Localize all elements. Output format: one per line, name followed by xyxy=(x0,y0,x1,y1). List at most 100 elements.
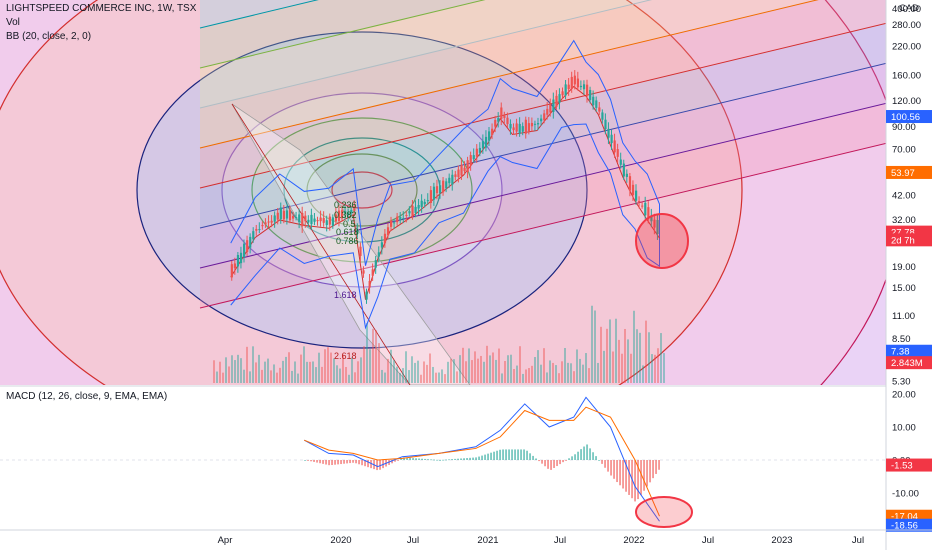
macd-hist-bar xyxy=(628,460,630,495)
volume-bar xyxy=(327,347,329,383)
candle-body xyxy=(604,119,607,130)
price-tick-label: 400.00 xyxy=(892,4,921,15)
volume-bar xyxy=(315,367,317,383)
candle-body xyxy=(521,126,524,132)
volume-bar xyxy=(513,368,515,383)
volume-bar xyxy=(447,361,449,383)
candle-body xyxy=(616,149,619,157)
candle-body xyxy=(567,84,570,89)
macd-hist-bar xyxy=(580,449,582,460)
macd-hist-bar xyxy=(505,449,507,460)
fib-channel-band xyxy=(200,63,886,268)
fib-level-label: 0.786 xyxy=(336,236,359,246)
macd-tags: -1.53 -17.04-18.56 xyxy=(886,458,932,532)
volume-bar xyxy=(354,372,356,383)
macd-hist-bar xyxy=(433,459,435,461)
bb-label[interactable]: BB (20, close, 2, 0) xyxy=(6,31,92,42)
candle-body xyxy=(439,185,442,194)
candle-body xyxy=(555,95,558,107)
volume-bar xyxy=(279,367,281,383)
macd-hist-bar xyxy=(421,458,423,460)
volume-bar xyxy=(582,364,584,383)
macd-hist-bar xyxy=(412,458,414,460)
macd-hist-bar xyxy=(619,460,621,486)
volume-bar xyxy=(231,355,233,383)
volume-bar xyxy=(540,364,542,383)
volume-bar xyxy=(462,347,464,383)
volume-bar xyxy=(240,358,242,383)
fib-channel-line xyxy=(199,0,819,149)
macd-hist-bar xyxy=(397,460,399,461)
macd-hist-bar xyxy=(571,456,573,460)
volume-bar xyxy=(393,360,395,383)
volume-bar xyxy=(375,330,377,383)
candle-body xyxy=(607,128,610,138)
candle-body xyxy=(466,160,469,172)
symbol-title[interactable]: LIGHTSPEED COMMERCE INC, 1W, TSX xyxy=(6,3,197,14)
volume-bar xyxy=(435,372,437,383)
signal-line xyxy=(304,406,660,517)
macd-hist-bar xyxy=(481,455,483,460)
macd-hist-bar xyxy=(316,460,318,463)
volume-bar xyxy=(408,370,410,383)
volume-bar xyxy=(429,353,431,383)
price-tag xyxy=(886,233,932,247)
macd-hist-bar xyxy=(364,460,366,467)
macd-hist-bar xyxy=(403,457,405,460)
macd-hist-bar xyxy=(541,460,543,464)
macd-hist-bar xyxy=(655,460,657,474)
price-tick-label: 120.00 xyxy=(892,96,921,107)
price-tick-label: 220.00 xyxy=(892,42,921,53)
macd-label[interactable]: MACD (12, 26, close, 9, EMA, EMA) xyxy=(6,391,168,402)
candle-body xyxy=(368,280,371,288)
candle-body xyxy=(273,215,276,222)
candle-body xyxy=(267,221,270,223)
macd-hist-bar xyxy=(598,460,600,461)
candle-body xyxy=(325,220,328,226)
fib-channel-band xyxy=(200,23,886,228)
price-tick-label: 8.50 xyxy=(892,334,911,345)
macd-hist-bar xyxy=(517,449,519,460)
candle-body xyxy=(561,91,564,96)
volume-bar xyxy=(486,345,488,383)
volume-bar xyxy=(561,361,563,383)
candle-body xyxy=(635,190,638,201)
volume-bar xyxy=(534,357,536,383)
time-tick-label: Jul xyxy=(702,535,714,546)
volume-bar xyxy=(591,305,593,383)
macd-pane[interactable] xyxy=(0,396,886,528)
volume-bar xyxy=(525,369,527,383)
macd-hist-bar xyxy=(472,457,474,460)
fib-level-label: 1.618 xyxy=(334,290,357,300)
price-tick-label: 280.00 xyxy=(892,20,921,31)
candle-body xyxy=(484,136,488,148)
macd-hist-bar xyxy=(418,458,420,460)
volume-bar xyxy=(645,320,647,383)
candle-body xyxy=(445,181,448,189)
candle-body xyxy=(543,113,546,121)
candle-body xyxy=(261,224,264,227)
candle-body xyxy=(530,122,534,127)
macd-histogram xyxy=(304,444,660,502)
candle-body xyxy=(625,173,629,177)
macd-hist-bar xyxy=(442,459,444,461)
volume-bar xyxy=(333,358,335,383)
macd-hist-bar xyxy=(634,460,636,502)
candle-body xyxy=(613,140,616,153)
fib-channel-band xyxy=(200,103,886,308)
macd-hist-bar xyxy=(604,460,606,468)
macd-hist-bar xyxy=(532,455,534,460)
time-tick-label: Jul xyxy=(554,535,566,546)
volume-bar xyxy=(543,348,545,383)
macd-hist-bar xyxy=(367,460,369,468)
volume-bar xyxy=(288,352,290,383)
price-axis[interactable] xyxy=(886,0,932,550)
candle-body xyxy=(442,180,445,193)
macd-hist-bar xyxy=(559,460,561,465)
macd-hist-bar xyxy=(514,449,516,460)
vol-label[interactable]: Vol xyxy=(6,17,20,28)
macd-hist-bar xyxy=(427,459,429,460)
candle-body xyxy=(310,214,313,225)
